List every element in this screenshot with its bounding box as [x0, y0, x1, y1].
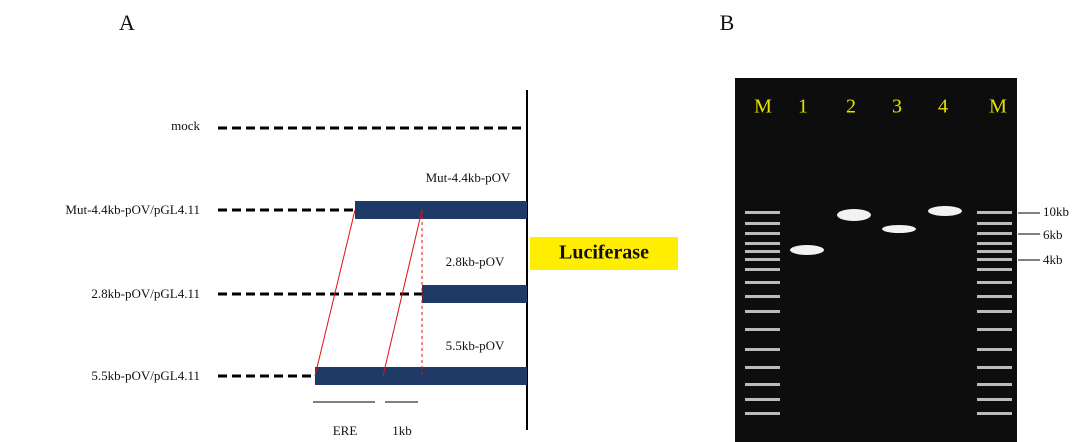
ladder-band	[977, 258, 1012, 261]
ladder-band	[977, 295, 1012, 298]
ladder-band	[977, 250, 1012, 253]
fragment-label: 5.5kb-pOV	[446, 338, 505, 353]
ladder-band	[977, 232, 1012, 235]
ladder-band	[977, 366, 1012, 369]
ladder-band	[745, 281, 780, 284]
ladder-band	[977, 242, 1012, 245]
construct-label: 5.5kb-pOV/pGL4.11	[91, 368, 200, 383]
ladder-band	[977, 383, 1012, 386]
ladder-band	[745, 348, 780, 351]
ladder-band	[977, 281, 1012, 284]
ladder-band	[745, 295, 780, 298]
ladder-band	[977, 328, 1012, 331]
marker-label: 4kb	[1043, 252, 1063, 267]
construct-label: mock	[171, 118, 200, 133]
panel-label: A	[119, 10, 135, 35]
ladder-band	[977, 398, 1012, 401]
lane-label: 3	[892, 96, 902, 118]
ladder-band	[977, 348, 1012, 351]
fragment-label: 2.8kb-pOV	[446, 254, 505, 269]
scale-label: 1kb	[392, 423, 412, 438]
lane-label: 4	[938, 96, 948, 118]
ladder-band	[745, 211, 780, 214]
marker-label: 10kb	[1043, 204, 1069, 219]
ladder-band	[977, 412, 1012, 415]
ladder-band	[745, 398, 780, 401]
lane-label: 2	[846, 96, 856, 118]
ladder-band	[745, 383, 780, 386]
marker-label: 6kb	[1043, 227, 1063, 242]
ladder-band	[745, 258, 780, 261]
ladder-band	[745, 232, 780, 235]
lane-label: 1	[798, 96, 808, 118]
ladder-band	[977, 222, 1012, 225]
ladder-band	[745, 412, 780, 415]
ladder-band	[745, 242, 780, 245]
figure: A B mock Mut-4.4kb-pOV/pGL4.11 2.8kb-pOV…	[0, 0, 1079, 442]
reporter-label: Luciferase	[559, 242, 649, 264]
ladder-band	[745, 268, 780, 271]
construct-label: 2.8kb-pOV/pGL4.11	[91, 286, 200, 301]
lane-label: M	[989, 96, 1007, 118]
ladder-band	[745, 310, 780, 313]
ladder-band	[745, 222, 780, 225]
ladder-band	[745, 328, 780, 331]
panel-label: B	[720, 10, 735, 35]
construct-label: Mut-4.4kb-pOV/pGL4.11	[65, 202, 200, 217]
fragment-label: Mut-4.4kb-pOV	[426, 170, 511, 185]
ladder-band	[977, 211, 1012, 214]
ladder-band	[977, 310, 1012, 313]
ladder-band	[977, 268, 1012, 271]
marker-ticks	[1018, 213, 1040, 260]
ladder-band	[745, 250, 780, 253]
lane-label: M	[754, 96, 772, 118]
scale-label: ERE	[333, 423, 358, 438]
ladder-band	[745, 366, 780, 369]
